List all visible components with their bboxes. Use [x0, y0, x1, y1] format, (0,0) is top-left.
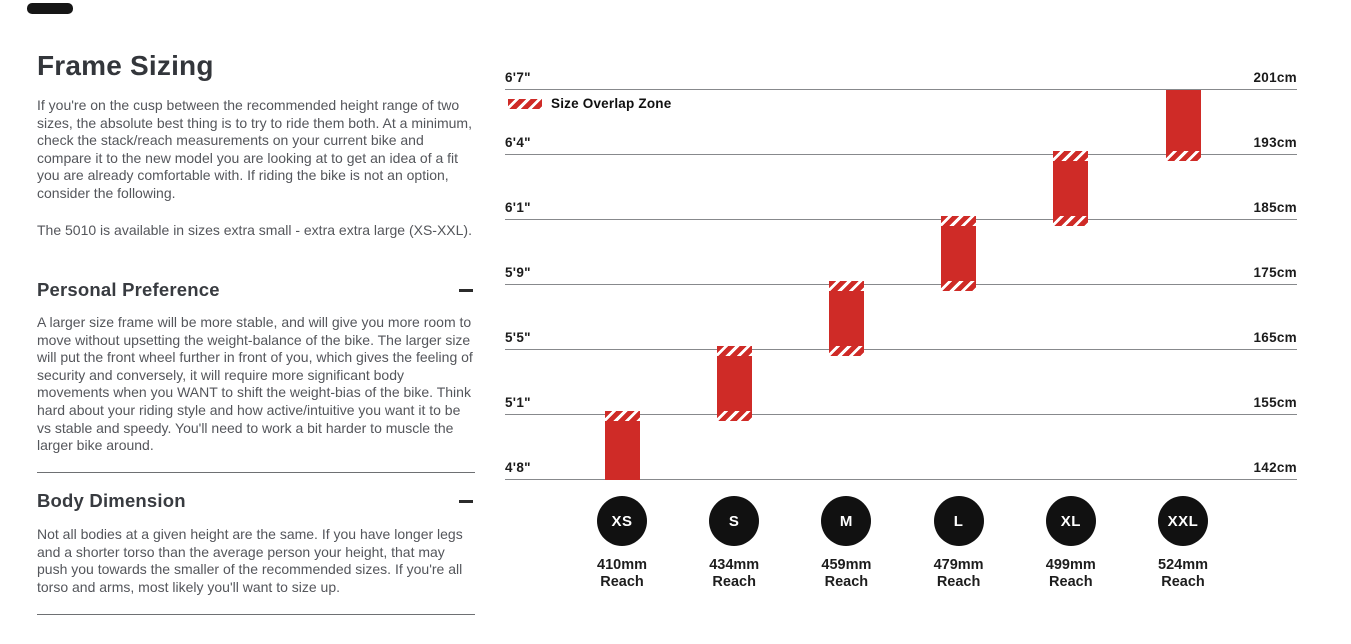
- size-range-bar-m: [828, 281, 864, 356]
- reach-unit: Reach: [1161, 574, 1205, 590]
- overlap-zone-hatch: [1165, 151, 1201, 161]
- page-title: Frame Sizing: [37, 50, 214, 81]
- size-range-bar-xxl: [1165, 90, 1201, 161]
- section-body-dimension-header: Body Dimension: [37, 489, 475, 513]
- height-gridline-row: 4'8" 142cm: [505, 459, 1297, 480]
- reach-unit: Reach: [600, 574, 644, 590]
- reach-unit: Reach: [1049, 574, 1093, 590]
- reach-unit: Reach: [824, 574, 869, 590]
- size-overlap-hatch-icon: [508, 98, 542, 109]
- section-title-body-dimension: Body Dimension: [37, 490, 186, 511]
- overlap-zone-hatch: [828, 346, 864, 356]
- overlap-zone-hatch: [828, 281, 864, 291]
- height-label-ft: 6'7": [505, 70, 531, 85]
- reach-value: 524mm: [1158, 557, 1208, 573]
- height-gridline-row: 5'9" 175cm: [505, 264, 1297, 285]
- height-gridline-row: 5'1" 155cm: [505, 394, 1297, 415]
- overlap-zone-hatch: [941, 216, 977, 226]
- height-label-ft: 4'8": [505, 460, 531, 475]
- overlap-zone-hatch: [716, 411, 752, 421]
- chart-legend: Size Overlap Zone: [508, 96, 671, 111]
- size-badge-l: L: [933, 496, 984, 546]
- body-dimension-paragraph: Not all bodies at a given height are the…: [37, 526, 463, 595]
- height-label-cm: 185cm: [1253, 200, 1297, 215]
- personal-preference-paragraph: A larger size frame will be more stable,…: [37, 314, 473, 454]
- height-label-cm: 193cm: [1253, 135, 1297, 150]
- reach-value: 410mm: [597, 557, 647, 573]
- intro-paragraph: If you're on the cusp between the recomm…: [37, 97, 472, 201]
- availability-paragraph: The 5010 is available in sizes extra sma…: [37, 222, 472, 238]
- minus-icon: [459, 288, 473, 292]
- size-badge-xl: XL: [1045, 496, 1096, 546]
- reach-value: 499mm: [1045, 557, 1096, 573]
- size-range-bar-xl: [1053, 151, 1089, 226]
- reach-label-xl: 499mm Reach: [1015, 557, 1127, 591]
- size-badge-s: S: [709, 496, 760, 546]
- reach-value: 479mm: [933, 557, 984, 573]
- reach-label-xxl: 524mm Reach: [1127, 557, 1239, 591]
- horizontal-scrollbar-thumb[interactable]: [27, 3, 73, 14]
- reach-label-m: 459mm Reach: [790, 557, 902, 591]
- section-title-personal-preference: Personal Preference: [37, 279, 220, 300]
- height-label-cm: 201cm: [1253, 70, 1297, 85]
- size-badge-m: M: [821, 496, 872, 546]
- reach-label-l: 479mm Reach: [903, 557, 1015, 591]
- height-label-ft: 5'5": [505, 330, 531, 345]
- size-range-bar-s: [716, 346, 752, 421]
- section-divider: [37, 614, 475, 615]
- legend-label: Size Overlap Zone: [551, 96, 672, 111]
- overlap-zone-hatch: [716, 346, 752, 356]
- reach-unit: Reach: [936, 574, 981, 590]
- height-label-ft: 5'1": [505, 395, 531, 410]
- reach-label-xs: 410mm Reach: [566, 557, 678, 591]
- height-label-ft: 5'9": [505, 265, 531, 280]
- reach-value: 459mm: [821, 557, 872, 573]
- size-range-bar-l: [941, 216, 977, 291]
- height-label-ft: 6'1": [505, 200, 531, 215]
- height-label-cm: 165cm: [1253, 330, 1297, 345]
- section-personal-preference-header: Personal Preference: [37, 278, 475, 302]
- height-gridline-row: 6'4" 193cm: [505, 134, 1297, 155]
- height-label-cm: 175cm: [1253, 265, 1297, 280]
- overlap-zone-hatch: [604, 411, 640, 421]
- overlap-zone-hatch: [941, 281, 977, 291]
- reach-label-s: 434mm Reach: [678, 557, 790, 591]
- size-badge-xxl: XXL: [1158, 496, 1208, 546]
- reach-unit: Reach: [712, 574, 756, 590]
- size-badge-xs: XS: [597, 496, 647, 546]
- height-label-cm: 142cm: [1253, 460, 1297, 475]
- collapse-body-dimension-button[interactable]: [457, 496, 475, 507]
- height-gridline-row: 5'5" 165cm: [505, 329, 1297, 350]
- height-gridline-row: 6'1" 185cm: [505, 199, 1297, 220]
- overlap-zone-hatch: [1053, 216, 1089, 226]
- collapse-personal-preference-button[interactable]: [457, 285, 475, 296]
- minus-icon: [459, 499, 473, 503]
- height-label-ft: 6'4": [505, 135, 531, 150]
- height-gridline-row: 6'7" 201cm: [505, 69, 1297, 90]
- size-range-bar-xs: [604, 411, 640, 480]
- reach-value: 434mm: [709, 557, 760, 573]
- section-divider: [37, 472, 475, 473]
- height-label-cm: 155cm: [1253, 395, 1297, 410]
- overlap-zone-hatch: [1053, 151, 1089, 161]
